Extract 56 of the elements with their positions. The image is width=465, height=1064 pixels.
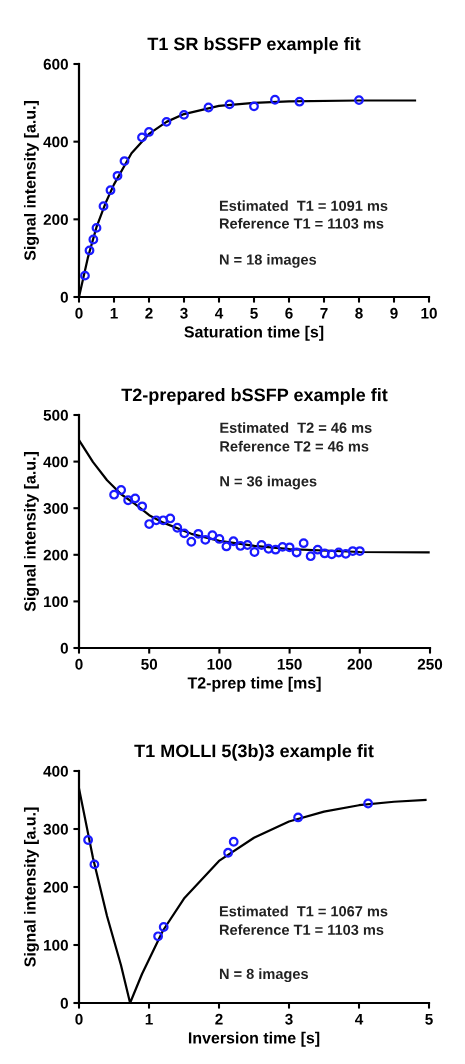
y-tick-label: 0 (60, 291, 68, 303)
y-tick-label: 100 (44, 596, 68, 608)
x-tick-label: 5 (425, 1013, 433, 1025)
annotation: N = 36 images (220, 475, 317, 490)
chart-title: T2-prepared bSSFP example fit (121, 388, 388, 405)
y-tick-label: 100 (44, 939, 68, 951)
y-tick-label: 400 (43, 765, 68, 777)
y-tick-label: 300 (43, 823, 68, 835)
y-tick-label: 600 (43, 58, 68, 70)
y-axis-title: Signal intensity [a.u.] (23, 101, 39, 261)
annotation: Estimated T1 = 1091 ms (219, 200, 388, 211)
x-tick-label: 1 (145, 1013, 153, 1025)
x-tick-label: 100 (207, 658, 232, 670)
x-axis-title: Saturation time [s] (184, 325, 324, 341)
x-tick-label: 4 (214, 307, 224, 319)
x-tick-label: 2 (145, 307, 153, 319)
x-tick-label: 8 (355, 307, 363, 319)
x-tick-label: 7 (320, 307, 328, 319)
y-tick-label: 400 (43, 456, 68, 468)
annotation: Reference T1 = 1103 ms (219, 924, 384, 936)
x-tick-label: 6 (285, 307, 293, 319)
x-tick-label: 50 (141, 658, 158, 670)
annotation: Reference T2 = 46 ms (220, 440, 369, 452)
y-tick-label: 0 (60, 642, 68, 654)
x-tick-label: 10 (421, 307, 437, 319)
chart-title: T1 SR bSSFP example fit (147, 37, 361, 54)
x-tick-label: 9 (390, 307, 398, 319)
x-tick-label: 3 (180, 307, 188, 319)
x-tick-label: 2 (215, 1013, 223, 1025)
annotation: Estimated T1 = 1067 ms (219, 905, 388, 917)
x-tick-label: 1 (110, 307, 118, 319)
y-axis-title: Signal intensity [a.u.] (23, 452, 39, 612)
x-tick-label: 4 (354, 1013, 364, 1025)
x-tick-label: 3 (285, 1013, 293, 1025)
x-tick-label: 200 (347, 658, 372, 670)
x-tick-label: 150 (277, 658, 302, 670)
chart-title: T1 MOLLI 5(3b)3 example fit (134, 744, 374, 761)
annotation: N = 8 images (219, 968, 308, 982)
x-tick-label: 0 (75, 307, 83, 319)
x-tick-label: 250 (417, 658, 443, 670)
x-tick-label: 0 (75, 1013, 83, 1025)
y-tick-label: 200 (43, 549, 68, 561)
y-axis-title: Signal intensity [a.u.] (23, 807, 39, 967)
x-axis-title: T2-prep time [ms] (187, 676, 321, 692)
y-tick-label: 0 (60, 997, 68, 1009)
annotation: N = 18 images (219, 254, 317, 268)
annotation: Estimated T2 = 46 ms (220, 422, 372, 433)
y-tick-label: 200 (43, 214, 68, 226)
x-tick-label: 0 (75, 658, 83, 670)
annotation: Reference T1 = 1103 ms (219, 217, 384, 229)
y-tick-label: 300 (43, 503, 68, 514)
y-tick-label: 200 (43, 881, 68, 893)
x-axis-title: Inversion time [s] (188, 1031, 320, 1047)
y-tick-label: 500 (43, 409, 68, 421)
x-tick-label: 5 (250, 307, 258, 319)
y-tick-label: 400 (43, 136, 68, 148)
